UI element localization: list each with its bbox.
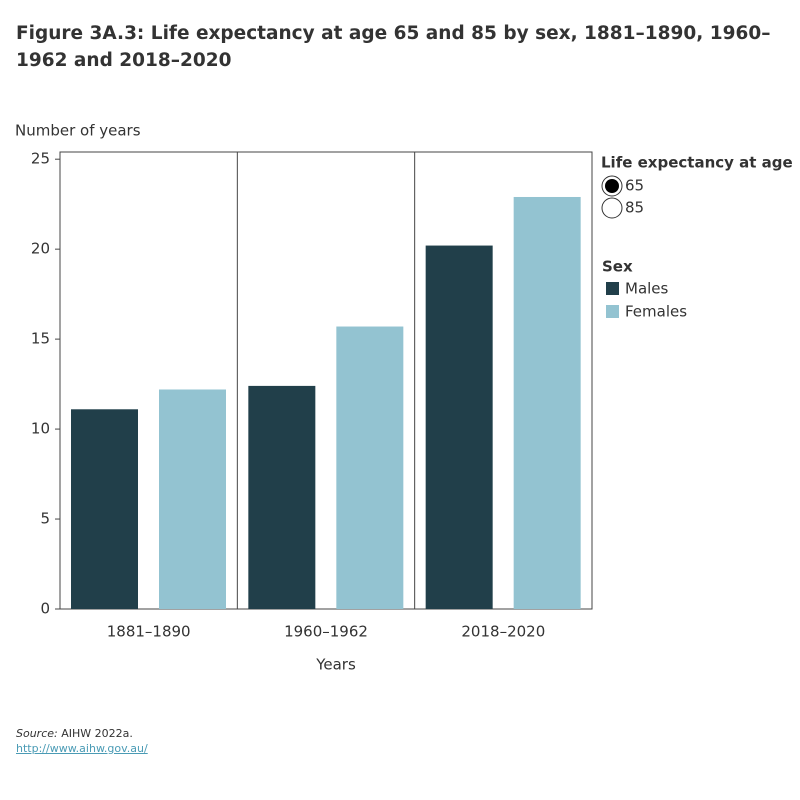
bar [336, 326, 404, 609]
y-tick-label: 20 [31, 240, 50, 258]
filter-title: Life expectancy at age [601, 154, 793, 172]
radio-button[interactable] [601, 197, 623, 219]
legend-swatch [606, 282, 619, 295]
source-link[interactable]: http://www.aihw.gov.au/ [16, 742, 148, 755]
plot-frame [59, 151, 593, 610]
legend-label: Males [625, 280, 669, 298]
bar [425, 245, 493, 609]
x-tick-label: 1960–1962 [284, 623, 368, 641]
source: Source: AIHW 2022a. http://www.aihw.gov.a… [16, 726, 148, 756]
x-axis-title: Years [315, 656, 356, 674]
y-tick-label: 0 [40, 600, 50, 618]
y-axis-title: Number of years [15, 122, 141, 140]
y-tick-label: 15 [31, 330, 50, 348]
legend-swatch [606, 305, 619, 318]
y-tick-label: 10 [31, 420, 50, 438]
x-tick-label: 2018–2020 [461, 623, 545, 641]
bar [159, 389, 226, 609]
radio-label[interactable]: 85 [625, 199, 644, 217]
chart-title: Figure 3A.3: Life expectancy at age 65 a… [16, 23, 771, 71]
bar [248, 385, 316, 609]
source-text: AIHW 2022a. [61, 727, 133, 740]
radio-dot [605, 179, 619, 193]
source-label: Source: [16, 727, 58, 740]
legend-label: Females [625, 303, 687, 321]
bar [71, 409, 138, 609]
x-tick-label: 1881–1890 [107, 623, 191, 641]
y-tick-label: 25 [31, 150, 50, 168]
radio-label[interactable]: 65 [625, 177, 644, 195]
legend-title: Sex [602, 258, 633, 276]
bar [513, 196, 581, 609]
y-tick-label: 5 [40, 510, 50, 528]
